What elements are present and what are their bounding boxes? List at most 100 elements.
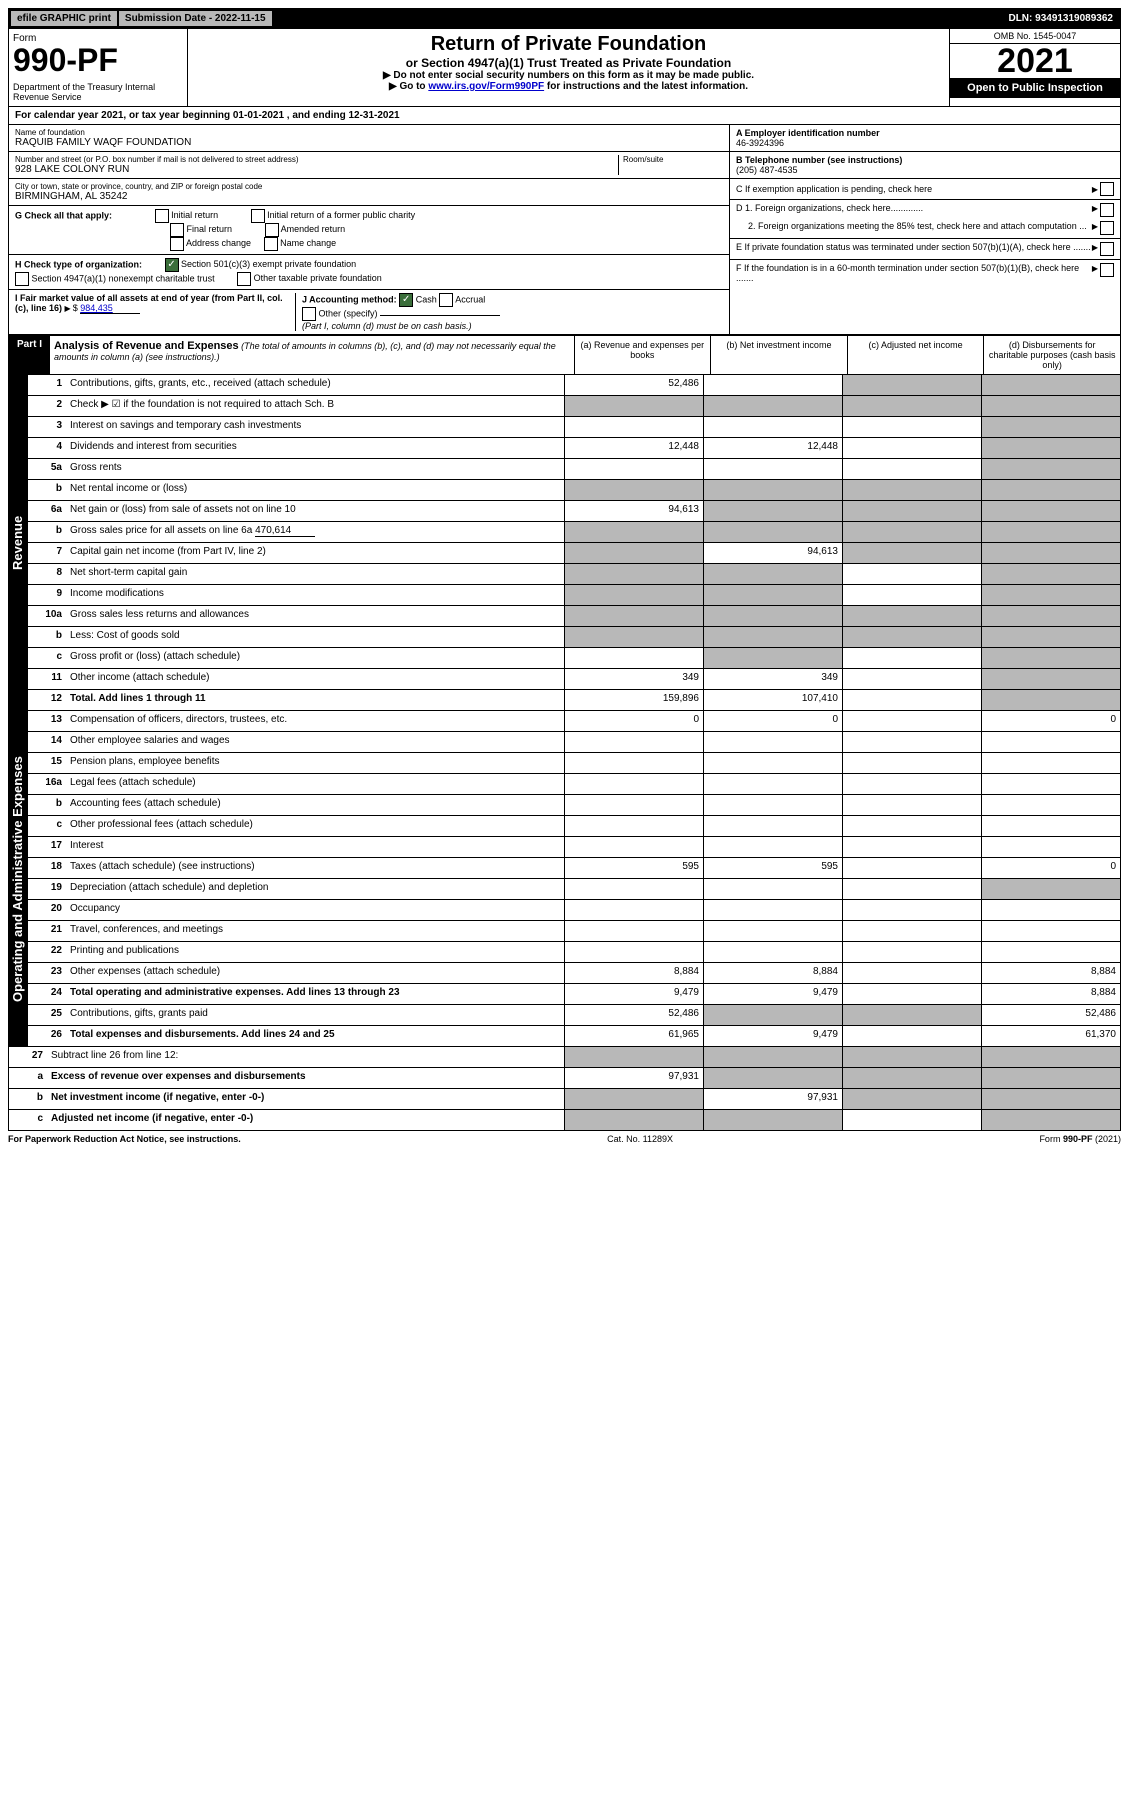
cell-b (703, 648, 842, 668)
cell-d (981, 522, 1120, 542)
cell-a: 61,965 (564, 1026, 703, 1046)
row-number: 24 (28, 984, 66, 1004)
c-checkbox[interactable] (1100, 182, 1114, 196)
submission-date: Submission Date - 2022-11-15 (118, 10, 273, 27)
h-label: H Check type of organization: (15, 259, 142, 269)
row-label: Dividends and interest from securities (66, 438, 564, 458)
table-row: 20Occupancy (27, 900, 1121, 921)
row-label: Less: Cost of goods sold (66, 627, 564, 647)
cell-d (981, 417, 1120, 437)
cell-b (703, 627, 842, 647)
footer-right: Form 990-PF (2021) (1039, 1134, 1121, 1144)
row-number: 4 (28, 438, 66, 458)
cell-b (703, 900, 842, 920)
4947-checkbox[interactable] (15, 272, 29, 286)
dln-number: DLN: 93491319089362 (1002, 11, 1119, 26)
row-number: 7 (28, 543, 66, 563)
row-label: Other income (attach schedule) (66, 669, 564, 689)
cell-c (842, 774, 981, 794)
table-row: 7Capital gain net income (from Part IV, … (27, 543, 1121, 564)
other-taxable-checkbox[interactable] (237, 272, 251, 286)
row-number: b (9, 1089, 47, 1109)
cell-d (981, 1068, 1120, 1088)
cell-a (564, 795, 703, 815)
part1-header: Part I Analysis of Revenue and Expenses … (8, 335, 1121, 375)
row-label: Occupancy (66, 900, 564, 920)
table-row: 25Contributions, gifts, grants paid52,48… (27, 1005, 1121, 1026)
cell-d (981, 690, 1120, 710)
initial-return-checkbox[interactable] (155, 209, 169, 223)
cell-c (842, 1005, 981, 1025)
table-row: 17Interest (27, 837, 1121, 858)
cell-c (842, 501, 981, 521)
cell-c (842, 1026, 981, 1046)
row-label: Gross sales price for all assets on line… (66, 522, 564, 542)
fmv-value[interactable]: 984,435 (80, 303, 140, 314)
cell-a (564, 753, 703, 773)
final-return-checkbox[interactable] (170, 223, 184, 237)
table-row: cAdjusted net income (if negative, enter… (8, 1110, 1121, 1131)
cell-d (981, 1047, 1120, 1067)
row-label: Gross sales less returns and allowances (66, 606, 564, 626)
row-number: 10a (28, 606, 66, 626)
efile-print-button[interactable]: efile GRAPHIC print (10, 10, 118, 27)
irs-link[interactable]: www.irs.gov/Form990PF (428, 81, 544, 92)
table-row: 4Dividends and interest from securities1… (27, 438, 1121, 459)
row-label: Contributions, gifts, grants paid (66, 1005, 564, 1025)
cell-a (564, 417, 703, 437)
row-label: Taxes (attach schedule) (see instruction… (66, 858, 564, 878)
name-label: Name of foundation (15, 128, 723, 137)
amended-return-checkbox[interactable] (265, 223, 279, 237)
f-checkbox[interactable] (1100, 263, 1114, 277)
name-change-checkbox[interactable] (264, 237, 278, 251)
table-row: 8Net short-term capital gain (27, 564, 1121, 585)
row-number: a (9, 1068, 47, 1088)
city-label: City or town, state or province, country… (15, 182, 723, 191)
row-number: 12 (28, 690, 66, 710)
501c3-checkbox[interactable] (165, 258, 179, 272)
cash-checkbox[interactable] (399, 293, 413, 307)
row-number: b (28, 480, 66, 500)
table-row: 12Total. Add lines 1 through 11159,89610… (27, 690, 1121, 711)
accrual-checkbox[interactable] (439, 293, 453, 307)
table-row: 21Travel, conferences, and meetings (27, 921, 1121, 942)
other-method-checkbox[interactable] (302, 307, 316, 321)
cell-c (842, 417, 981, 437)
table-row: 6aNet gain or (loss) from sale of assets… (27, 501, 1121, 522)
revenue-section: Revenue 1Contributions, gifts, grants, e… (8, 375, 1121, 711)
d1-checkbox[interactable] (1100, 203, 1114, 217)
cell-b: 9,479 (703, 1026, 842, 1046)
e-checkbox[interactable] (1100, 242, 1114, 256)
address-label: Number and street (or P.O. box number if… (15, 155, 618, 164)
cell-d (981, 375, 1120, 395)
cell-d (981, 669, 1120, 689)
row-label: Pension plans, employee benefits (66, 753, 564, 773)
cell-c (842, 1089, 981, 1109)
cell-c (842, 900, 981, 920)
row-number: 8 (28, 564, 66, 584)
revenue-side-label: Revenue (8, 375, 27, 711)
cell-a (564, 816, 703, 836)
initial-public-checkbox[interactable] (251, 209, 265, 223)
row-number: 27 (9, 1047, 47, 1067)
cell-a (564, 732, 703, 752)
row-label: Net gain or (loss) from sale of assets n… (66, 501, 564, 521)
room-label: Room/suite (623, 155, 723, 164)
cell-b (703, 837, 842, 857)
table-row: 27Subtract line 26 from line 12: (8, 1047, 1121, 1068)
e-label: E If private foundation status was termi… (736, 242, 1092, 256)
form-note2: ▶ Go to www.irs.gov/Form990PF for instru… (192, 81, 945, 92)
row-number: 17 (28, 837, 66, 857)
cell-b: 349 (703, 669, 842, 689)
d2-checkbox[interactable] (1100, 221, 1114, 235)
cell-a (564, 900, 703, 920)
cell-d (981, 795, 1120, 815)
address-change-checkbox[interactable] (170, 237, 184, 251)
cell-b (703, 732, 842, 752)
foundation-name: RAQUIB FAMILY WAQF FOUNDATION (15, 137, 723, 148)
cell-c (842, 963, 981, 983)
cell-d (981, 921, 1120, 941)
table-row: aExcess of revenue over expenses and dis… (8, 1068, 1121, 1089)
cell-d (981, 543, 1120, 563)
row-number: c (28, 816, 66, 836)
